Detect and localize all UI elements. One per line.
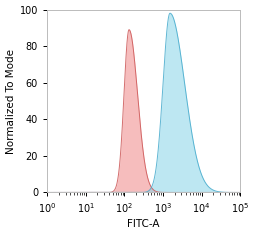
Y-axis label: Normalized To Mode: Normalized To Mode xyxy=(6,48,15,153)
X-axis label: FITC-A: FITC-A xyxy=(127,219,159,229)
